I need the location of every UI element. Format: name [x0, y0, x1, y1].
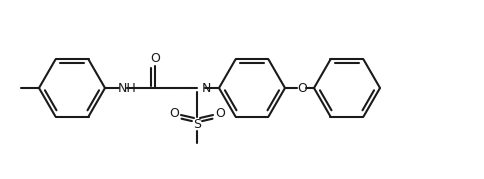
Text: O: O [150, 52, 160, 64]
Text: O: O [214, 107, 225, 120]
Text: NH: NH [118, 81, 136, 95]
Text: O: O [296, 81, 306, 95]
Text: S: S [193, 118, 200, 132]
Text: N: N [201, 81, 211, 95]
Text: O: O [169, 107, 179, 120]
